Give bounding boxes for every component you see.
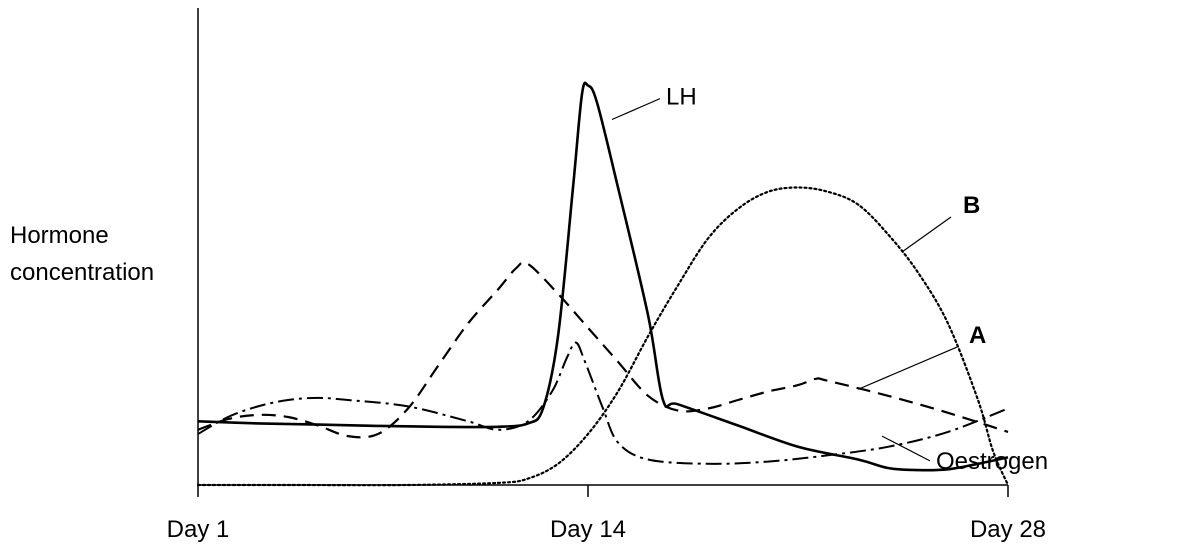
series-line-b	[196, 186, 1010, 487]
series-label-lh: LH	[666, 84, 697, 111]
leader-line-a	[857, 346, 958, 390]
y-axis-label: Hormone	[10, 222, 109, 249]
series-line-oestrogen	[197, 341, 1009, 465]
labels-layer	[611, 98, 958, 462]
series-label-b: B	[963, 192, 980, 219]
series-layer	[196, 81, 1010, 487]
leader-line-b	[902, 216, 952, 252]
x-tick-label: Day 28	[970, 516, 1046, 543]
text-layer: Day 1 Day 14 Day 28 Hormone concentration LH O…	[10, 84, 1048, 543]
series-label-oestrogen: Oestrogen	[936, 448, 1048, 475]
x-tick-label: Day 1	[167, 516, 230, 543]
x-tick-label: Day 14	[550, 516, 626, 543]
series-line-lh	[197, 81, 1009, 472]
series-line-a	[197, 261, 1009, 439]
leader-line-oestrogen	[881, 435, 931, 462]
leader-line-lh	[611, 98, 661, 121]
y-axis-label: concentration	[10, 259, 154, 286]
series-label-a: A	[969, 322, 986, 349]
